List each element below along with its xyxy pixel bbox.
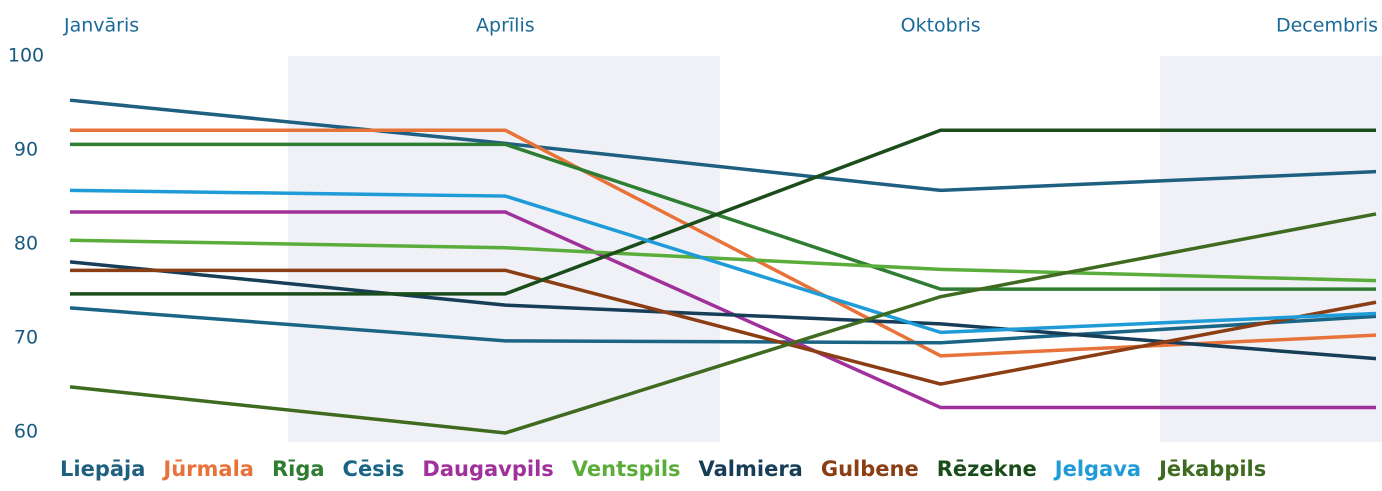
line (69, 238, 1377, 283)
x-tick-label: Decembris (1276, 15, 1378, 37)
line (69, 260, 1377, 361)
line (70, 128, 1377, 358)
legend-label: Valmiera (699, 457, 803, 481)
legend-label: Daugavpils (422, 457, 553, 481)
legend-label: Ventspils (572, 457, 681, 481)
legend-label: Liepāja (60, 457, 145, 481)
legend-label: Jēkabpils (1157, 457, 1266, 481)
x-tick-label: Janvāris (63, 15, 139, 37)
legend-label: Jelgava (1053, 457, 1141, 481)
y-tick-label: 100 (8, 45, 44, 67)
line (70, 268, 1377, 386)
y-tick-label: 60 (14, 421, 38, 443)
line (70, 142, 1376, 291)
line (70, 128, 1376, 296)
y-tick-label: 90 (14, 139, 38, 161)
legend-label: Jūrmala (161, 457, 254, 481)
line (70, 210, 1376, 410)
y-tick-label: 70 (14, 327, 38, 349)
legend-label: Rēzekne (937, 457, 1037, 481)
legend-label: Gulbene (821, 457, 919, 481)
legend-label: Rīga (272, 457, 325, 481)
line (69, 306, 1377, 345)
legend-label: Cēsis (343, 457, 405, 481)
x-tick-label: Aprīlis (476, 15, 535, 37)
x-tick-label: Oktobris (901, 15, 981, 37)
line (69, 188, 1377, 335)
y-tick-label: 80 (14, 233, 38, 255)
line (69, 212, 1377, 435)
line (69, 98, 1377, 193)
